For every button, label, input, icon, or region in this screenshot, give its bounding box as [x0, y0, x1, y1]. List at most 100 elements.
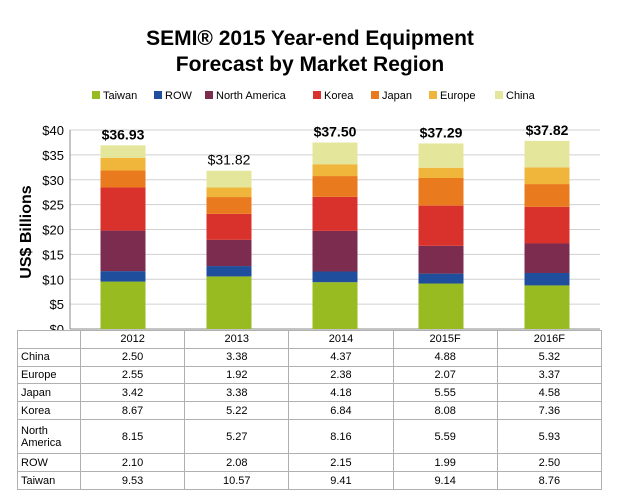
bar-row-2014 — [312, 271, 358, 283]
legend-label: Europe — [440, 90, 476, 102]
bar-japan-2016f — [524, 184, 570, 207]
legend-swatch — [495, 91, 503, 99]
bar-korea-2013 — [206, 213, 252, 240]
legend-swatch — [371, 91, 379, 99]
legend-item-taiwan: Taiwan — [92, 90, 137, 106]
table-cell: 9.41 — [288, 471, 394, 490]
bar-north-america-2016f — [524, 243, 570, 273]
total-label-2015f: $37.29 — [420, 124, 463, 140]
table-cell: 5.22 — [184, 401, 290, 420]
bar-china-2014 — [312, 142, 358, 165]
legend-item-japan: Japan — [371, 90, 412, 106]
table-cell: 4.88 — [392, 347, 498, 367]
bar-taiwan-2016f — [524, 285, 570, 329]
legend-label: Japan — [382, 90, 412, 102]
data-table: 2012 2013 2014 2015F 2016F China 2.50 3.38 4.37 4… — [17, 330, 603, 490]
table-cell: 6.84 — [288, 401, 394, 420]
table-row: North America 8.15 5.27 8.16 5.59 5.93 — [17, 418, 603, 455]
legend-item-europe: Europe — [429, 90, 475, 106]
table-cell: 8.16 — [288, 418, 394, 455]
table-row-label: North America — [17, 418, 81, 455]
bar-korea-2012 — [100, 187, 146, 231]
legend-item-row: ROW — [154, 90, 192, 106]
table-header-2012: 2012 — [79, 330, 186, 349]
table-cell: 5.93 — [496, 418, 603, 455]
table-row-label: China — [17, 347, 81, 367]
total-label-2014: $37.50 — [314, 123, 357, 139]
bar-taiwan-2012 — [100, 281, 146, 329]
legend-label: North America — [216, 90, 286, 102]
y-tick-label: $40 — [42, 123, 64, 138]
table-row: Taiwan 9.53 10.57 9.41 9.14 8.76 — [17, 471, 603, 490]
chart-title: SEMI® 2015 Year-end Equipment Forecast b… — [0, 26, 620, 78]
table-header-2016f: 2016F — [496, 330, 603, 349]
legend-swatch — [154, 91, 162, 99]
table-header-2015f: 2015F — [392, 330, 498, 349]
y-tick-label: $15 — [42, 247, 64, 262]
table-cell: 5.59 — [392, 418, 498, 455]
bar-taiwan-2015f — [418, 283, 464, 329]
table-cell: 2.38 — [288, 365, 394, 385]
chart-title-line-1: SEMI® 2015 Year-end Equipment — [146, 27, 474, 50]
table-cell: 10.57 — [184, 471, 290, 490]
table-cell: 3.37 — [496, 365, 603, 385]
stacked-bar-chart: $0 $5 $10 $15 $20 $25 $30 $35 $40 $36.93 $31.82 $37… — [42, 122, 600, 330]
legend-item-china: China — [495, 90, 535, 106]
bar-taiwan-2013 — [206, 276, 252, 329]
y-tick-label: $0 — [50, 322, 64, 330]
table-cell: 8.08 — [392, 401, 498, 420]
legend-swatch — [92, 91, 100, 99]
table-cell: 2.07 — [392, 365, 498, 385]
table-row: Korea 8.67 5.22 6.84 8.08 7.36 — [17, 401, 603, 420]
y-tick-label: $10 — [42, 272, 64, 287]
bar-row-2016f — [524, 272, 570, 286]
legend-swatch — [313, 91, 321, 99]
bar-row-2015f — [418, 273, 464, 284]
y-tick-label: $5 — [50, 297, 64, 312]
table-cell: 9.14 — [392, 471, 498, 490]
table-cell: 7.36 — [496, 401, 603, 420]
bar-japan-2012 — [100, 170, 146, 188]
table-cell: 1.99 — [392, 453, 498, 473]
table-cell: 8.15 — [79, 418, 186, 455]
table-cell: 5.27 — [184, 418, 290, 455]
bar-china-2015f — [418, 143, 464, 168]
table-row: ROW 2.10 2.08 2.15 1.99 2.50 — [17, 453, 603, 473]
table-header-2014: 2014 — [288, 330, 394, 349]
table-header-2013: 2013 — [184, 330, 290, 349]
table-cell: 3.38 — [184, 383, 290, 403]
y-tick-label: $35 — [42, 148, 64, 163]
legend-swatch — [205, 91, 213, 99]
legend-swatch — [429, 91, 437, 99]
table-cell: 4.37 — [288, 347, 394, 367]
bar-north-america-2015f — [418, 245, 464, 274]
table-cell: 1.92 — [184, 365, 290, 385]
table-cell: 3.38 — [184, 347, 290, 367]
table-cell: 9.53 — [79, 471, 186, 490]
legend: Taiwan ROW North America Korea Japan Europe Ch… — [0, 90, 620, 106]
table-row-label: ROW — [17, 453, 81, 473]
legend-label: Korea — [324, 90, 354, 102]
table-cell: 2.08 — [184, 453, 290, 473]
bar-china-2012 — [100, 145, 146, 158]
table-cell: 2.55 — [79, 365, 186, 385]
bar-japan-2014 — [312, 176, 358, 197]
legend-item-korea: Korea — [313, 90, 353, 106]
table-cell: 5.55 — [392, 383, 498, 403]
table-cell: 8.76 — [496, 471, 603, 490]
table-header-row: 2012 2013 2014 2015F 2016F — [17, 330, 603, 349]
bar-japan-2013 — [206, 197, 252, 214]
table-row: Japan 3.42 3.38 4.18 5.55 4.58 — [17, 383, 603, 403]
bar-europe-2014 — [312, 164, 358, 177]
table-row-label: Korea — [17, 401, 81, 420]
bar-china-2016f — [524, 140, 570, 168]
table-cell: 4.18 — [288, 383, 394, 403]
bar-korea-2016f — [524, 206, 570, 244]
table-row-label: Taiwan — [17, 471, 81, 490]
bar-row-2012 — [100, 271, 146, 282]
bar-europe-2016f — [524, 167, 570, 185]
legend-label: China — [506, 90, 535, 102]
table-cell: 2.50 — [496, 453, 603, 473]
bar-china-2013 — [206, 170, 252, 188]
table-corner-cell — [17, 330, 81, 349]
